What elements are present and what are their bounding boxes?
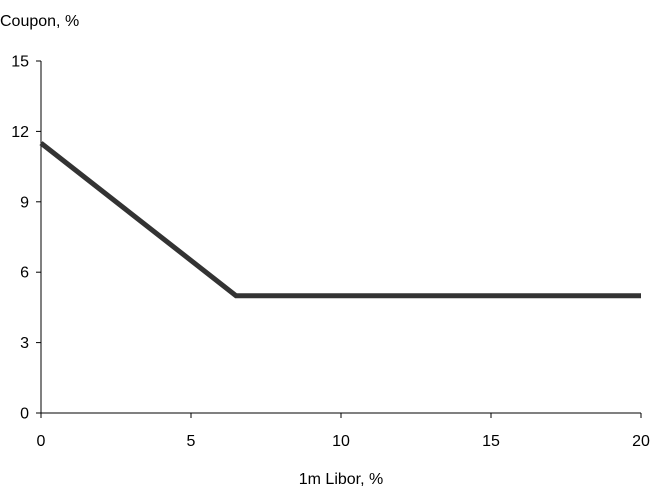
x-axis-ticks: 0 5 10 15 20 xyxy=(37,413,650,450)
x-tick-label: 15 xyxy=(482,433,500,450)
x-tick-label: 10 xyxy=(332,433,350,450)
y-tick-label: 3 xyxy=(20,335,29,352)
series-layer xyxy=(39,141,641,299)
y-axis-ticks: 0 3 6 9 12 15 xyxy=(11,54,41,423)
x-tick-label: 20 xyxy=(632,433,650,450)
series-line-0 xyxy=(39,141,641,299)
x-axis-label: 1m Libor, % xyxy=(299,471,383,488)
y-tick-label: 15 xyxy=(11,54,29,71)
y-axis-label: Coupon, % xyxy=(0,13,79,30)
y-tick-label: 12 xyxy=(11,124,29,141)
y-tick-label: 0 xyxy=(20,406,29,423)
x-tick-label: 0 xyxy=(37,433,46,450)
x-tick-label: 5 xyxy=(187,433,196,450)
y-tick-label: 6 xyxy=(20,265,29,282)
y-tick-label: 9 xyxy=(20,194,29,211)
